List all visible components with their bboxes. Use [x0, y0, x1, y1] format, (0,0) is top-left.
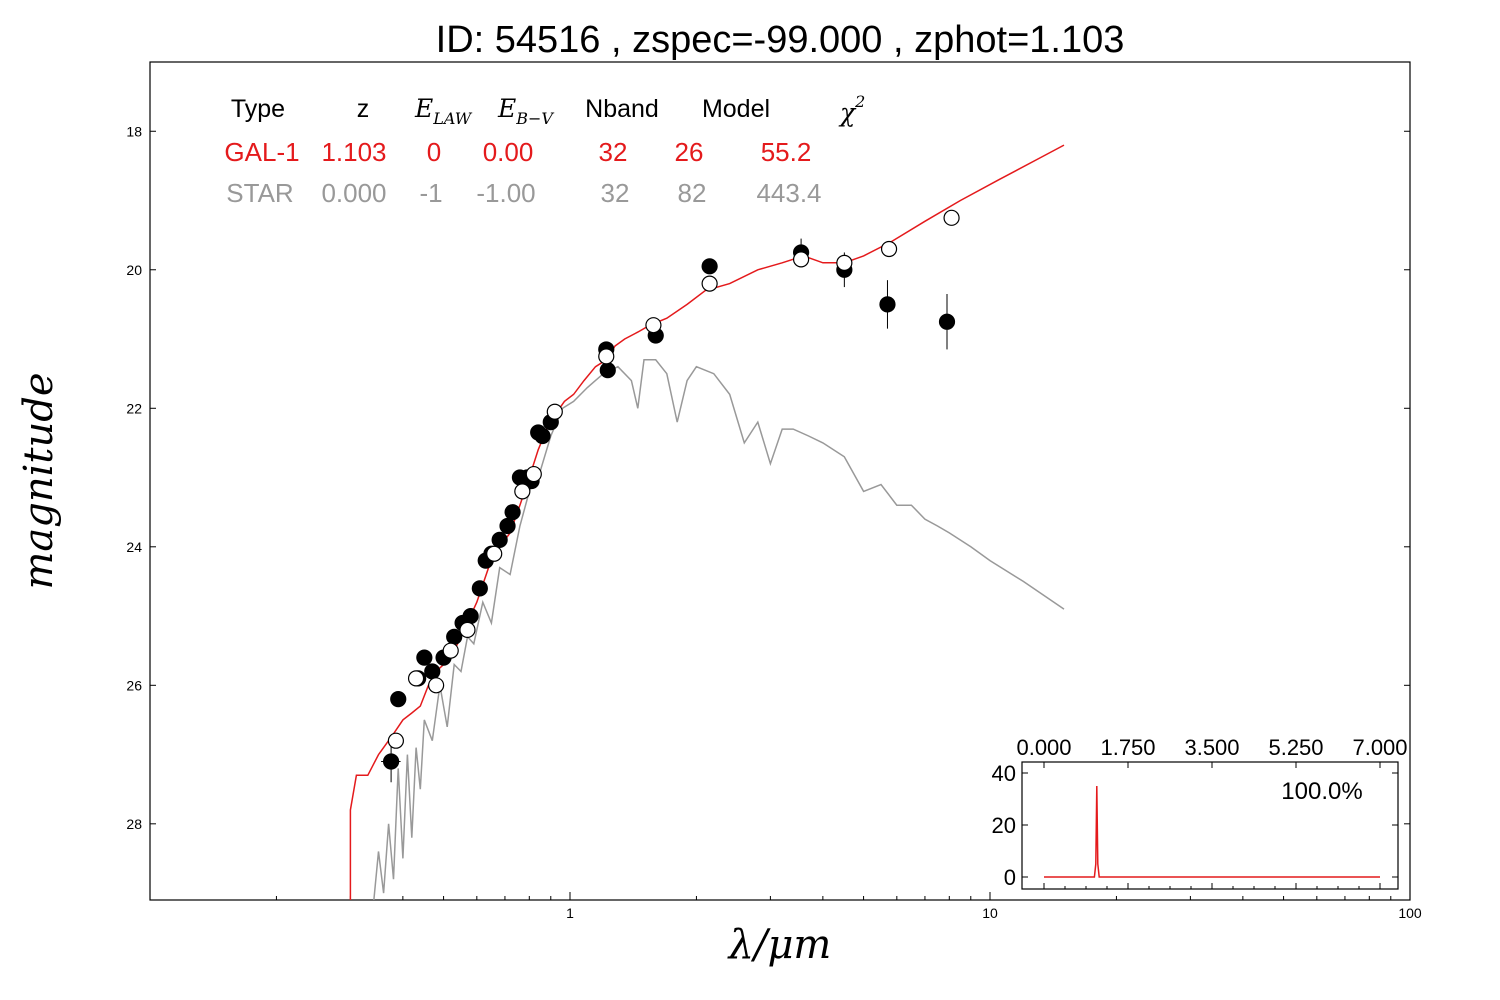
model-point — [486, 545, 503, 562]
observed-point — [491, 531, 508, 548]
table-row: STAR 0.000 -1 -1.00 32 82 443.4 — [226, 178, 821, 208]
table-header-ebv: EB−V — [497, 94, 554, 128]
row-gal-model: 26 — [675, 137, 704, 167]
main-plot-frame — [149, 61, 1411, 901]
observed-point — [462, 607, 479, 625]
inset-x-tick-label: 0.000 — [1016, 735, 1071, 760]
observed-point — [504, 504, 521, 521]
row-star-chi2: 443.4 — [756, 178, 821, 208]
model-point — [525, 465, 542, 483]
table-header-chi2: χ2 — [838, 92, 865, 127]
x-tick-label: 1 — [566, 905, 574, 921]
model-point — [880, 240, 898, 258]
row-gal-nband: 32 — [599, 137, 628, 167]
observed-point — [390, 691, 407, 708]
model-point — [701, 275, 718, 292]
model-point — [645, 317, 662, 334]
table-header-elaw: ELAW — [414, 94, 473, 128]
model-point — [428, 677, 445, 694]
model-point — [943, 209, 960, 226]
table-row: GAL-1 1.103 0 0.00 32 26 55.2 — [224, 137, 811, 167]
observed-point — [446, 628, 463, 645]
inset-frame — [1021, 761, 1399, 890]
model-point — [407, 670, 425, 687]
x-tick-label: 100 — [1398, 905, 1422, 921]
main-series-layer — [349, 144, 1065, 900]
model-point — [442, 642, 459, 659]
inset-y-tick-label: 20 — [992, 813, 1016, 838]
inset-pdf-line — [1044, 785, 1380, 878]
inset-x-tick-label: 7.000 — [1352, 735, 1407, 760]
table-header-z: z — [357, 95, 370, 123]
y-tick-label: 20 — [126, 262, 142, 278]
table-header-model: Model — [702, 95, 770, 123]
model-point — [514, 483, 531, 500]
inset-x-tick-label: 5.250 — [1268, 735, 1323, 760]
model-point — [459, 621, 476, 639]
y-tick-label: 24 — [126, 539, 142, 555]
model-point — [598, 348, 615, 365]
observed-point — [879, 296, 896, 313]
inset-series-layer — [1044, 785, 1380, 878]
model-point — [387, 732, 404, 749]
row-star-nband: 32 — [601, 178, 630, 208]
inset-x-tick-label: 1.750 — [1100, 735, 1155, 760]
y-tick-label: 28 — [126, 816, 142, 832]
model-point — [836, 254, 853, 271]
row-gal-elaw: 0 — [427, 137, 441, 167]
table-header-nband: Nband — [585, 95, 659, 123]
observed-point — [938, 313, 956, 330]
series-line-gal-1 — [349, 144, 1065, 900]
table-header-elaw-main: E — [414, 94, 433, 123]
inset-axis-ticks: 0.000 1.750 3.500 5.250 7.000 0 20 40 — [992, 735, 1408, 890]
y-tick-label: 26 — [126, 677, 142, 693]
series-line-star — [373, 359, 1065, 900]
inset-annotation: 100.0% — [1281, 778, 1362, 805]
table-header-elaw-sub: LAW — [432, 109, 473, 128]
y-axis-label: magnitude — [16, 372, 62, 589]
x-axis-label: λ/μm — [727, 922, 832, 968]
row-star-model: 82 — [678, 178, 707, 208]
row-star-ebv: -1.00 — [476, 178, 535, 208]
main-axis-ticks: 18 20 22 24 26 28 1 10 100 — [126, 123, 1421, 921]
observed-point — [382, 753, 400, 770]
table-header-type: Type — [231, 95, 285, 123]
row-star-z: 0.000 — [321, 178, 386, 208]
row-gal-z: 1.103 — [321, 137, 386, 167]
row-gal-ebv: 0.00 — [483, 137, 534, 167]
row-star-type: STAR — [226, 178, 293, 208]
model-point — [792, 251, 810, 268]
observed-point — [499, 517, 516, 535]
x-tick-label: 10 — [982, 905, 998, 921]
row-gal-type: GAL-1 — [224, 137, 299, 167]
table-header-ebv-main: E — [497, 94, 516, 123]
observed-point — [471, 580, 488, 597]
table-header-ebv-sub: B−V — [515, 109, 554, 128]
observed-point — [534, 427, 551, 445]
y-tick-label: 22 — [126, 400, 142, 416]
row-gal-chi2: 55.2 — [761, 137, 812, 167]
table-header-chi2-main: χ — [838, 98, 857, 127]
observed-point — [599, 362, 616, 379]
y-tick-label: 18 — [126, 123, 142, 139]
inset-x-tick-label: 3.500 — [1184, 735, 1239, 760]
observed-point — [701, 258, 718, 275]
chart-title: ID: 54516 , zspec=-99.000 , zphot=1.103 — [436, 19, 1125, 61]
inset-pdf: 0.000 1.750 3.500 5.250 7.000 0 20 40 100.0% — [992, 735, 1408, 890]
row-star-elaw: -1 — [419, 178, 442, 208]
observed-point — [424, 663, 441, 680]
inset-y-tick-label: 40 — [992, 761, 1016, 786]
fit-table: Type z ELAW EB−V Nband Model χ2 GAL-1 1.… — [224, 92, 865, 208]
inset-y-tick-label: 0 — [1004, 865, 1016, 890]
table-header-chi2-sup: 2 — [854, 92, 865, 111]
model-point — [546, 403, 563, 420]
observed-point — [416, 649, 433, 666]
